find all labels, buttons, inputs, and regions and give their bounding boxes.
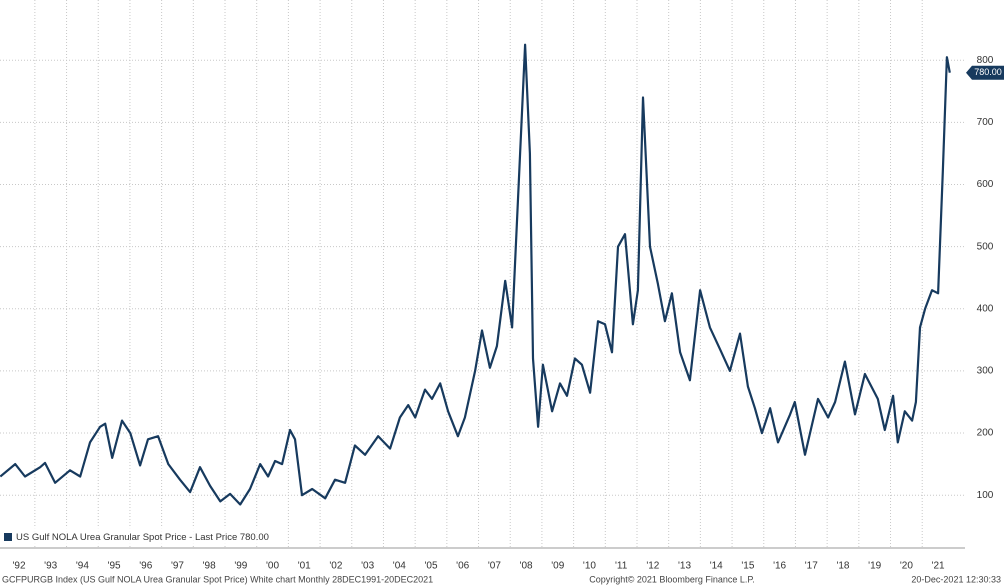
legend-box [0,528,285,546]
price-line [0,43,951,506]
x-tick-label: '21 [932,561,945,572]
x-tick-label: '12 [646,561,659,572]
x-tick-label: '20 [900,561,913,572]
x-tick-label: '94 [76,561,89,572]
x-tick-label: '11 [615,561,628,572]
y-tick-label: 100 [977,490,994,501]
legend-label: US Gulf NOLA Urea Granular Spot Price - … [16,532,269,543]
x-tick-label: '17 [805,561,818,572]
x-tick-label: '14 [710,561,723,572]
x-tick-label: '03 [361,561,374,572]
x-tick-label: '97 [171,561,184,572]
x-tick-label: '06 [456,561,469,572]
footer-center: Copyright© 2021 Bloomberg Finance L.P. [589,574,755,584]
x-tick-label: '93 [44,561,57,572]
footer-right: 20-Dec-2021 12:30:33 [911,574,1001,584]
x-tick-label: '96 [139,561,152,572]
footer-left: GCFPURGB Index (US Gulf NOLA Urea Granul… [2,574,433,584]
x-tick-label: '19 [868,561,881,572]
x-tick-label: '99 [234,561,247,572]
x-tick-label: '09 [551,561,564,572]
x-tick-label: '95 [108,561,121,572]
x-tick-label: '18 [836,561,849,572]
y-tick-label: 300 [977,366,994,377]
y-tick-label: 400 [977,303,994,314]
x-tick-label: '10 [583,561,596,572]
x-tick-label: '05 [424,561,437,572]
y-tick-label: 600 [977,179,994,190]
legend-swatch [4,533,12,541]
y-tick-label: 700 [977,117,994,128]
x-tick-label: '16 [773,561,786,572]
last-price-flag [966,65,1004,80]
x-tick-label: '13 [678,561,691,572]
y-tick-label: 800 [977,55,994,66]
x-tick-label: '04 [393,561,406,572]
y-tick-label: 500 [977,241,994,252]
x-tick-label: '02 [329,561,342,572]
y-tick-label: 200 [977,428,994,439]
x-tick-label: '92 [12,561,25,572]
x-tick-label: '08 [520,561,533,572]
x-tick-label: '98 [203,561,216,572]
x-tick-label: '15 [741,561,754,572]
x-tick-label: '00 [266,561,279,572]
last-price-label: 780.00 [974,67,1002,77]
x-tick-label: '07 [488,561,501,572]
x-tick-label: '01 [298,561,311,572]
